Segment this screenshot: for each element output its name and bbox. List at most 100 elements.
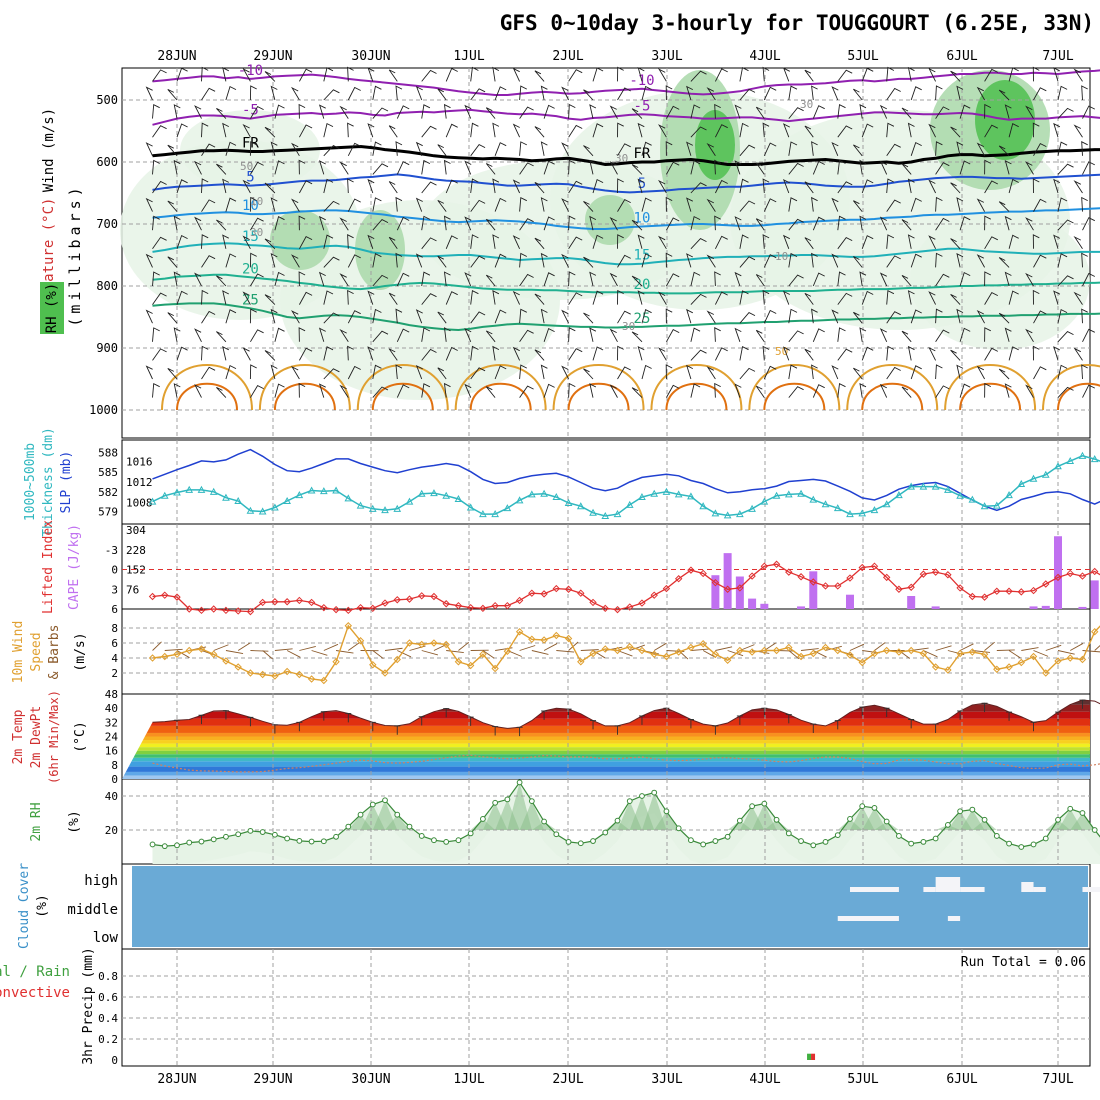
wind-barb (1025, 217, 1034, 231)
lifted-index-point (674, 575, 683, 583)
wind-barb (274, 271, 285, 287)
wind-barb (291, 86, 300, 101)
boundary-layer-contour (959, 382, 1022, 411)
lifted-index-point (1017, 588, 1025, 596)
wind-barb (534, 126, 545, 138)
temperature-minmax-marker (541, 710, 548, 720)
surface-wind-barb (1082, 650, 1100, 653)
wind-barb (1057, 197, 1068, 212)
temperature-band (122, 704, 1090, 712)
wind-barb (470, 290, 479, 305)
axis-label-cape: CAPE (J/kg) (67, 524, 82, 610)
wind-barb (706, 254, 716, 268)
rh-point (259, 829, 266, 835)
date-label-bottom: 5JUL (847, 1072, 878, 1087)
wind-speed-point (993, 665, 1001, 673)
wind-barb (1033, 310, 1047, 324)
wind-speed-point (418, 640, 426, 649)
wind-barb (347, 86, 361, 101)
wind-barb (1057, 275, 1074, 287)
surface-wind-barb (531, 650, 549, 655)
axis-label-total-rain: Total / Rain (0, 964, 70, 980)
wind-barb (755, 162, 765, 175)
wind-barb (1032, 345, 1040, 361)
wind-barb (690, 293, 707, 305)
lifted-index-point (736, 584, 744, 592)
thickness-point (271, 503, 279, 511)
wind-barb (589, 383, 597, 398)
wind-barb (811, 85, 818, 101)
wind-barb (859, 271, 867, 287)
panel-frame-stab (121, 523, 1091, 610)
wind-barb (782, 123, 791, 138)
wind-barb (739, 200, 756, 212)
axis-unit-wind: (m/s) (73, 632, 88, 671)
wind-barb (216, 275, 227, 287)
wind-barb (859, 327, 867, 342)
thickness-point (393, 504, 402, 512)
rh-shading-mid (270, 210, 330, 270)
thickness-point (417, 489, 426, 497)
wind-barb (763, 254, 777, 268)
wind-barb (690, 238, 707, 250)
date-label-top: 28JUN (157, 49, 196, 64)
wind-barb (763, 142, 777, 156)
wind-barb (886, 122, 895, 138)
thickness-line (152, 455, 1100, 517)
wind-barb (739, 122, 749, 138)
wind-barb (714, 327, 721, 342)
wind-barb (935, 106, 950, 119)
wind-barb (755, 329, 765, 343)
wind-barb (152, 348, 167, 361)
wind-barb (886, 66, 895, 82)
wind-barb (291, 198, 300, 212)
wind-barb (225, 253, 237, 268)
axis-label-thickness-2: Thickness (dm) (41, 427, 56, 537)
wind-barb (291, 142, 300, 157)
wind-speed-point (161, 652, 169, 661)
wind-barb (540, 308, 548, 324)
wind-barb (831, 365, 839, 380)
surface-wind-barb (213, 644, 229, 651)
wind-speed-point (687, 643, 695, 652)
rh-contour-label: 30 (615, 152, 628, 165)
wind-barb (592, 346, 604, 361)
surface-wind-barb (311, 650, 328, 656)
rh-point (871, 805, 878, 811)
wind-barb (617, 199, 631, 212)
wind-barb (176, 346, 188, 361)
wind-barb (739, 312, 756, 324)
wind-barb (617, 254, 631, 268)
wind-barb (519, 106, 534, 119)
wind-barb (1057, 331, 1074, 343)
wind-barb (666, 105, 680, 119)
wind-barb (568, 271, 576, 287)
pressure-tick-label: 500 (96, 93, 118, 107)
wind-speed-point (320, 676, 328, 685)
wind-barb (485, 274, 496, 287)
thickness-point (748, 504, 756, 512)
cloud-block (935, 877, 961, 892)
thickness-point (430, 489, 438, 497)
wind-barb (837, 237, 853, 250)
wind-barb (617, 122, 624, 138)
lifted-index-point (271, 598, 279, 606)
pressure-tick-label: 700 (96, 217, 118, 231)
wind-barb (152, 104, 160, 119)
thickness-point (1005, 491, 1013, 499)
wind-barb (173, 159, 181, 175)
lifted-index-point (785, 568, 793, 576)
wind-barb (714, 347, 728, 361)
lifted-index-point (1029, 586, 1038, 595)
wind-barb (861, 235, 874, 249)
wind-barb (734, 383, 742, 398)
temperature-minmax-marker (834, 720, 841, 730)
wind-barb (641, 141, 652, 156)
thickness-point (442, 491, 451, 499)
wind-speed-point (1066, 654, 1074, 662)
wind-barb (788, 141, 798, 156)
thickness-point (576, 502, 585, 510)
wind-barb (658, 68, 667, 82)
wind-barb (879, 216, 888, 231)
wind-barb (755, 218, 765, 231)
